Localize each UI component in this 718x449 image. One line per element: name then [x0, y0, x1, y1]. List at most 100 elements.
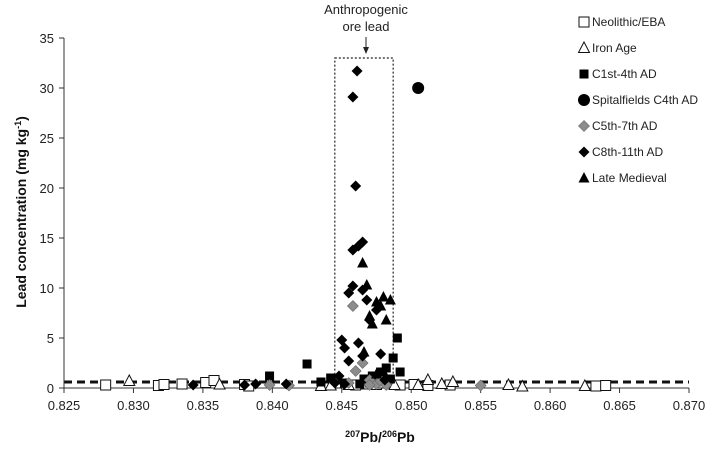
data-point — [380, 314, 392, 325]
x-axis: 0.825 0.830 0.835 0.840 0.845 0.850 0.855 0.860… — [48, 387, 706, 413]
data-point — [316, 377, 326, 387]
data-point — [351, 65, 363, 77]
data-point — [250, 378, 262, 390]
data-point — [361, 279, 373, 290]
data-point — [377, 291, 389, 302]
data-point — [355, 379, 365, 389]
legend-label: C1st-4th AD — [592, 67, 657, 81]
data-point — [435, 376, 449, 389]
y-title-sup: -1 — [13, 121, 23, 129]
x-tick-label: 0.865 — [603, 398, 636, 413]
data-point — [388, 353, 398, 363]
data-point — [347, 280, 359, 292]
x-tick-label: 0.840 — [256, 398, 289, 413]
legend-marker — [577, 40, 591, 53]
series-circle-filled — [412, 82, 425, 94]
data-point — [381, 363, 391, 373]
data-point — [176, 378, 188, 390]
data-point — [302, 359, 312, 369]
data-point — [377, 366, 389, 377]
legend-label: C5th-7th AD — [592, 119, 658, 133]
data-point — [280, 378, 292, 390]
data-point — [392, 333, 402, 343]
data-point — [379, 374, 391, 386]
data-point — [122, 373, 136, 386]
data-point — [326, 373, 336, 383]
data-point — [395, 367, 405, 377]
x-tick-label: 0.855 — [464, 398, 497, 413]
annotation-line2: ore lead — [343, 19, 390, 34]
x-tick-label: 0.845 — [326, 398, 359, 413]
legend-label: Iron Age — [592, 41, 637, 55]
legend-label: Late Medieval — [592, 171, 667, 185]
data-point — [187, 379, 199, 391]
data-point — [346, 300, 359, 312]
data-point — [352, 337, 364, 349]
data-point — [333, 370, 345, 382]
legend-marker — [578, 146, 590, 158]
data-point — [100, 379, 112, 391]
data-point — [384, 294, 396, 305]
data-point — [600, 380, 612, 391]
data-point — [349, 365, 362, 377]
data-points — [100, 65, 612, 392]
annotation-arrow-head — [363, 47, 369, 54]
legend-marker — [578, 16, 590, 28]
legend-marker — [578, 94, 590, 106]
data-point — [412, 82, 425, 94]
annotation-line1: Anthropogenic — [324, 2, 408, 17]
data-point — [502, 377, 515, 390]
y-axis-title: Lead concentration (mg kg-1) — [13, 116, 29, 308]
legend-label: C8th-11th AD — [592, 145, 663, 159]
y-title-close: ) — [13, 116, 29, 121]
data-point — [357, 236, 369, 248]
y-tick-label: 20 — [40, 181, 54, 196]
x-title-sup2: 206 — [382, 429, 397, 439]
y-tick-label: 10 — [40, 281, 54, 296]
data-point — [361, 294, 373, 306]
y-tick-label: 5 — [47, 331, 54, 346]
x-tick-label: 0.860 — [534, 398, 567, 413]
legend-label: Neolithic/EBA — [592, 15, 665, 29]
data-point — [359, 374, 369, 384]
x-axis-title: 207Pb/206Pb — [345, 429, 415, 445]
data-point — [357, 257, 369, 268]
data-point — [339, 342, 351, 354]
data-point — [421, 372, 435, 385]
legend: Neolithic/EBA Iron Age C1st-4th AD Spitalfi… — [577, 15, 698, 185]
data-point — [474, 379, 487, 392]
x-tick-label: 0.825 — [48, 398, 81, 413]
x-title-sup1: 207 — [345, 429, 360, 439]
x-tick-label: 0.835 — [187, 398, 220, 413]
x-title-b: Pb — [397, 429, 415, 445]
data-point — [375, 300, 387, 311]
data-point — [358, 346, 370, 357]
series-diamond-filled — [187, 65, 391, 391]
data-point — [375, 348, 387, 360]
x-tick-label: 0.850 — [395, 398, 428, 413]
data-point — [385, 374, 395, 384]
legend-label: Spitalfields C4th AD — [592, 93, 698, 107]
data-point — [366, 318, 378, 329]
data-point — [343, 355, 355, 367]
data-point — [239, 379, 251, 391]
data-point — [263, 379, 276, 391]
data-point — [516, 379, 529, 392]
data-point — [578, 378, 592, 391]
data-point — [411, 377, 425, 390]
y-tick-label: 35 — [40, 31, 54, 46]
data-point — [446, 374, 460, 387]
x-tick-label: 0.870 — [673, 398, 706, 413]
data-point — [364, 310, 376, 321]
y-tick-label: 0 — [47, 381, 54, 396]
data-point — [339, 378, 351, 390]
y-axis: 0 5 10 15 20 25 30 35 — [40, 31, 65, 396]
y-title-base: Lead concentration (mg kg — [13, 129, 29, 308]
data-point — [343, 287, 355, 299]
legend-marker — [578, 120, 590, 132]
data-point — [363, 379, 376, 391]
y-tick-label: 30 — [40, 81, 54, 96]
y-tick-label: 15 — [40, 231, 54, 246]
data-point — [388, 377, 401, 390]
